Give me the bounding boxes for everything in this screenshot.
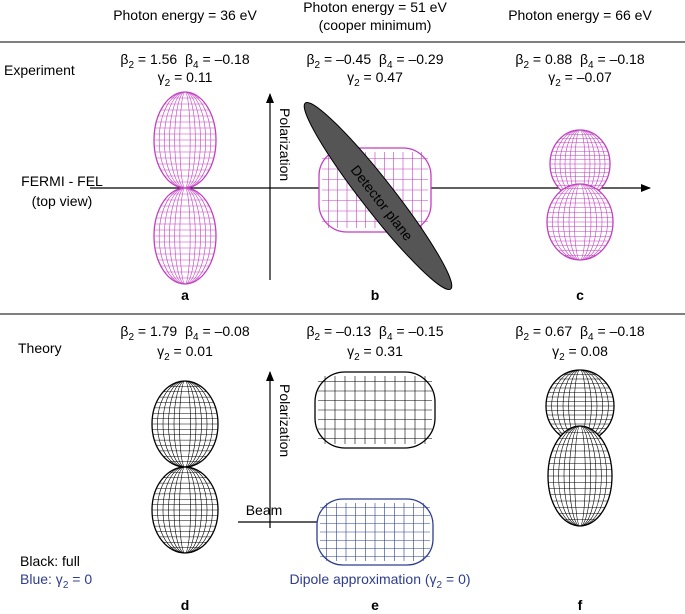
text-part: = 0.11: [170, 69, 212, 85]
source-label: (top view): [32, 193, 93, 209]
text-part: = 0: [68, 571, 92, 587]
lobe-mesh: [151, 380, 219, 468]
parameters: β2 = 1.79 β4 = –0.08: [120, 323, 249, 343]
beam-label: Beam: [246, 502, 283, 518]
text-part: 2: [523, 60, 529, 71]
text-part: = 0.47: [360, 69, 403, 85]
text-part: 2: [128, 60, 134, 71]
text-part: 2: [63, 580, 69, 591]
text-part: 2: [555, 78, 561, 89]
text-part: γ: [347, 69, 354, 85]
text-part: = –0.08: [199, 323, 250, 339]
text-part: 4: [387, 60, 393, 71]
parameters: β2 = 0.88 β4 = –0.18: [515, 51, 644, 71]
text-part: 4: [588, 60, 594, 71]
legend-entry: Black: full: [20, 553, 80, 569]
text-part: γ: [347, 343, 354, 359]
panel-label: d: [181, 597, 190, 613]
text-part: 2: [315, 332, 321, 343]
lobe-mesh: [153, 91, 217, 189]
text-part: β: [120, 51, 128, 67]
text-part: = –0.15: [393, 323, 444, 339]
text-part: = 0.08: [565, 343, 608, 359]
text-part: 2: [559, 352, 565, 363]
text-part: = 0.31: [360, 343, 403, 359]
panel-label: c: [576, 287, 584, 303]
text-part: 2: [165, 78, 171, 89]
text-part: γ: [158, 69, 165, 85]
text-part: β: [306, 323, 314, 339]
text-part: 2: [437, 580, 443, 591]
parameters: β2 = –0.45 β4 = –0.29: [306, 51, 443, 71]
text-part: β: [515, 323, 523, 339]
source-label: FERMI - FEL: [21, 173, 103, 189]
text-part: = 0): [442, 571, 470, 587]
parameters: γ2 = 0.11: [158, 69, 213, 89]
text-part: Dipole approximation (γ: [289, 571, 436, 587]
text-part: γ: [157, 343, 164, 359]
dipole-label: Dipole approximation (γ2 = 0): [289, 571, 470, 591]
text-part: = 1.56 β: [134, 51, 193, 67]
text-part: 2: [315, 60, 321, 71]
text-part: = 0.67 β: [529, 323, 588, 339]
text-part: = 1.79 β: [134, 323, 193, 339]
text-part: 2: [354, 352, 360, 363]
text-part: β: [306, 51, 314, 67]
text-part: 4: [588, 332, 594, 343]
text-part: γ: [548, 69, 555, 85]
text-part: β: [515, 51, 523, 67]
text-part: 2: [164, 352, 170, 363]
text-part: = –0.13 β: [320, 323, 387, 339]
text-part: 4: [193, 60, 199, 71]
column-title: Photon energy = 51 eV: [303, 0, 447, 15]
lobe-mesh: [153, 187, 217, 285]
axis-label: Polarization: [277, 384, 293, 457]
parameters: β2 = 1.56 β4 = –0.18: [120, 51, 249, 71]
lobe-mesh: [151, 466, 219, 554]
row-label: Theory: [18, 340, 62, 356]
parameters: γ2 = –0.07: [548, 69, 612, 89]
parameters: γ2 = 0.01: [157, 343, 213, 363]
text-part: = –0.18: [594, 323, 645, 339]
text-part: β: [120, 323, 128, 339]
lobe-mesh: [546, 183, 614, 261]
text-part: = –0.18: [594, 51, 645, 67]
parameters: γ2 = 0.47: [347, 69, 403, 89]
panel-label: e: [371, 597, 379, 613]
row-label: Experiment: [4, 62, 75, 78]
text-part: 4: [387, 332, 393, 343]
axis-label: Polarization: [277, 108, 293, 181]
lobe-mesh: [547, 425, 613, 527]
text-part: = 0.01: [170, 343, 213, 359]
detector-plane: [303, 101, 453, 291]
text-part: = 0.88 β: [529, 51, 588, 67]
text-part: = –0.18: [199, 51, 250, 67]
text-part: = –0.07: [561, 69, 612, 85]
box-mesh: [314, 371, 436, 449]
text-part: 2: [354, 78, 360, 89]
text-part: 4: [193, 332, 199, 343]
parameters: γ2 = 0.08: [552, 343, 608, 363]
text-part: 2: [128, 332, 134, 343]
text-part: Blue: γ: [20, 571, 63, 587]
legend-entry: Blue: γ2 = 0: [20, 571, 92, 591]
text-part: = –0.29: [393, 51, 444, 67]
box-mesh: [316, 498, 434, 566]
parameters: β2 = –0.13 β4 = –0.15: [306, 323, 443, 343]
parameters: γ2 = 0.31: [347, 343, 403, 363]
distributions: [151, 91, 615, 566]
text-part: Black: full: [20, 553, 80, 569]
panel-label: f: [578, 597, 583, 613]
text-part: γ: [552, 343, 559, 359]
text-part: 2: [523, 332, 529, 343]
column-title: Photon energy = 66 eV: [508, 7, 652, 23]
column-subtitle: (cooper minimum): [319, 17, 432, 33]
panel-label: b: [371, 287, 380, 303]
text-part: = –0.45 β: [320, 51, 387, 67]
panel-label: a: [181, 287, 189, 303]
column-title: Photon energy = 36 eV: [113, 7, 257, 23]
parameters: β2 = 0.67 β4 = –0.18: [515, 323, 644, 343]
